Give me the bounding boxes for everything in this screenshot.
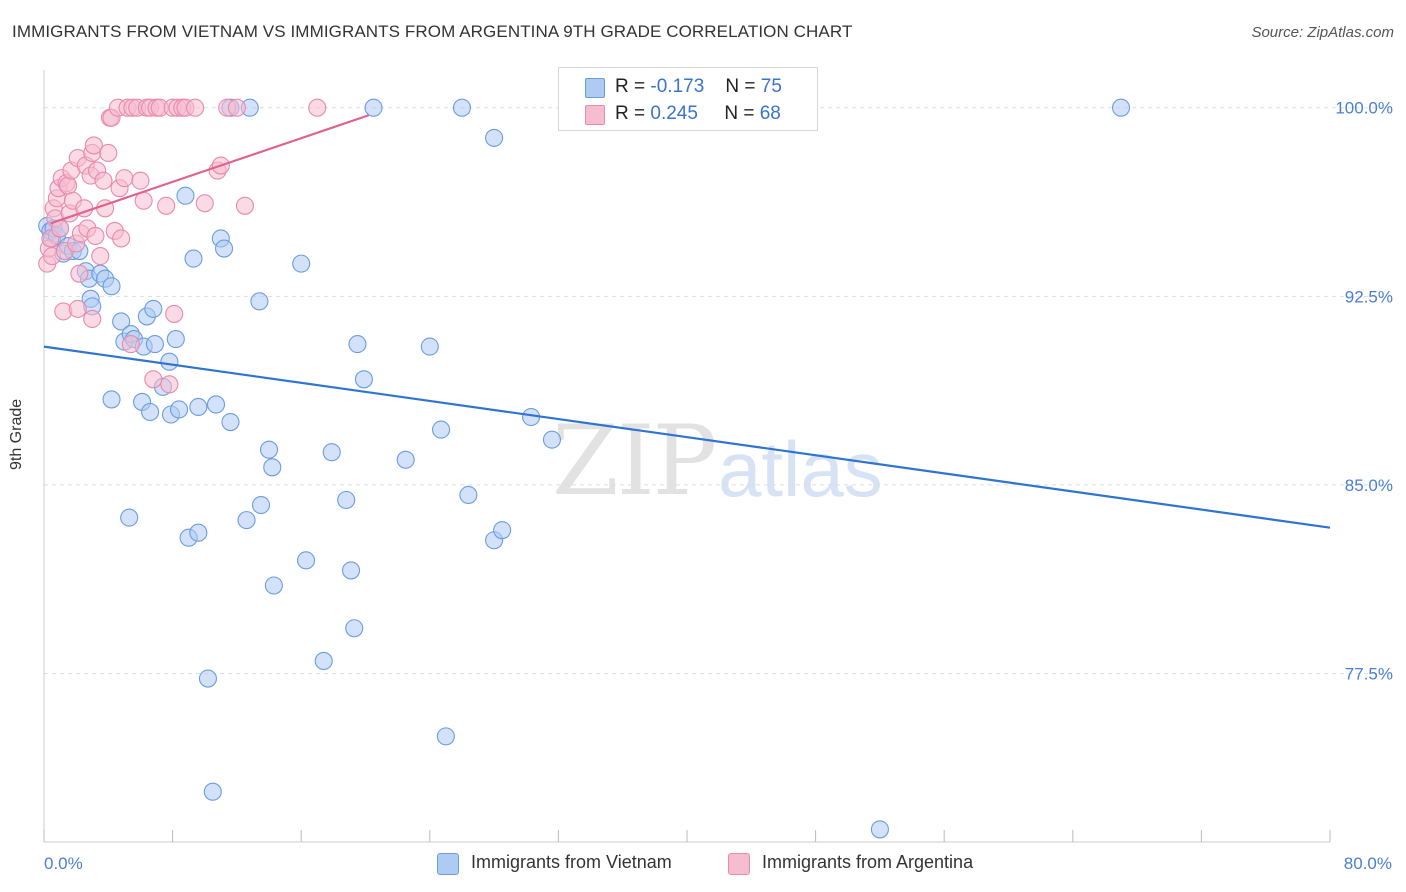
watermark-zip: ZIP (552, 405, 717, 517)
argentina-swatch (585, 105, 605, 125)
y-tick-label: 92.5% (1345, 287, 1393, 306)
argentina-point (83, 309, 102, 329)
vietnam-point (259, 440, 279, 459)
argentina-point (195, 194, 214, 213)
source-credit: Source: ZipAtlas.com (1251, 24, 1394, 41)
argentina-point (68, 299, 87, 318)
vietnam-point (292, 254, 311, 273)
vietnam-point (396, 450, 415, 469)
vietnam-r-label: R = (615, 76, 646, 97)
vietnam-swatch (585, 78, 605, 98)
vietnam-point (436, 727, 455, 746)
argentina-legend-label: Immigrants from Argentina (762, 852, 974, 872)
argentina-point (84, 136, 103, 155)
vietnam-point (189, 397, 208, 417)
vietnam-point (420, 337, 439, 356)
x-tick-label: 80.0% (1344, 854, 1392, 873)
vietnam-point (120, 508, 139, 527)
vietnam-point (452, 98, 472, 117)
vietnam-point (264, 576, 283, 595)
vietnam-point (337, 490, 356, 510)
argentina-point (186, 98, 205, 117)
vietnam-point (1111, 98, 1131, 117)
vietnam-point (354, 370, 373, 389)
argentina-point (86, 226, 105, 246)
argentina-point (70, 264, 89, 283)
vietnam-point (141, 402, 160, 422)
vietnam-point (221, 413, 240, 432)
argentina-point (112, 229, 131, 248)
vietnam-legend-label: Immigrants from Vietnam (471, 852, 672, 872)
argentina-n-value: 68 (759, 103, 781, 124)
argentina-point (121, 335, 140, 354)
argentina-point (131, 171, 150, 190)
x-tick-label: 0.0% (44, 854, 83, 873)
vietnam-point (542, 430, 562, 449)
vietnam-point (214, 239, 234, 258)
vietnam-point (189, 523, 208, 542)
argentina-point (94, 171, 113, 190)
chart-title: IMMIGRANTS FROM VIETNAM VS IMMIGRANTS FR… (12, 22, 853, 41)
vietnam-point (364, 98, 383, 117)
vietnam-point (263, 458, 282, 477)
vietnam-point (206, 395, 226, 414)
argentina-r-label: R = (615, 103, 646, 124)
vietnam-r-value: -0.173 (650, 76, 705, 97)
argentina-point (160, 375, 179, 394)
argentina-point (157, 196, 176, 215)
vietnam-point (314, 651, 333, 670)
argentina-point (144, 370, 163, 389)
argentina-legend-swatch (728, 853, 750, 875)
vietnam-point (870, 820, 889, 839)
vietnam-point (176, 186, 195, 205)
argentina-point (91, 247, 110, 266)
vietnam-legend-swatch (437, 853, 459, 875)
vietnam-point (160, 352, 179, 371)
argentina-trend-line (50, 114, 370, 225)
watermark-atlas: atlas (718, 425, 883, 513)
vietnam-point (184, 249, 203, 268)
vietnam-point (237, 511, 256, 530)
argentina-point (59, 176, 78, 195)
vietnam-point (341, 561, 361, 580)
argentina-point (308, 98, 327, 117)
vietnam-point (203, 782, 222, 801)
argentina-point (115, 169, 134, 188)
argentina-point (235, 196, 254, 215)
vietnam-point (459, 485, 478, 505)
argentina-n-label: N = (724, 103, 755, 124)
vietnam-point (112, 312, 131, 331)
vietnam-point (198, 669, 218, 688)
vietnam-n-value: 75 (760, 76, 782, 97)
vietnam-point (348, 335, 367, 354)
vietnam-point (322, 443, 341, 462)
argentina-point (99, 143, 118, 163)
vietnam-point (102, 277, 121, 296)
vietnam-point (250, 292, 269, 311)
y-tick-label: 100.0% (1335, 99, 1393, 118)
vietnam-point (145, 335, 164, 354)
vietnam-point (485, 128, 504, 147)
vietnam-point (102, 390, 121, 409)
vietnam-point (169, 400, 189, 419)
vietnam-point (296, 551, 316, 570)
vietnam-point (345, 619, 364, 638)
argentina-r-value: 0.245 (650, 103, 698, 124)
vietnam-n-label: N = (725, 76, 756, 97)
argentina-point (165, 304, 184, 323)
y-tick-label: 85.0% (1345, 476, 1393, 495)
y-tick-label: 77.5% (1345, 665, 1393, 684)
vietnam-point (432, 420, 451, 439)
vietnam-point (251, 495, 271, 515)
vietnam-trend-line (43, 345, 1331, 529)
vietnam-point (493, 521, 512, 540)
correlation-legend: R = -0.173 N = 75 R = 0.245 N = 68 (558, 67, 818, 131)
vietnam-point (144, 299, 163, 318)
vietnam-point (166, 330, 185, 349)
argentina-point (227, 98, 246, 117)
